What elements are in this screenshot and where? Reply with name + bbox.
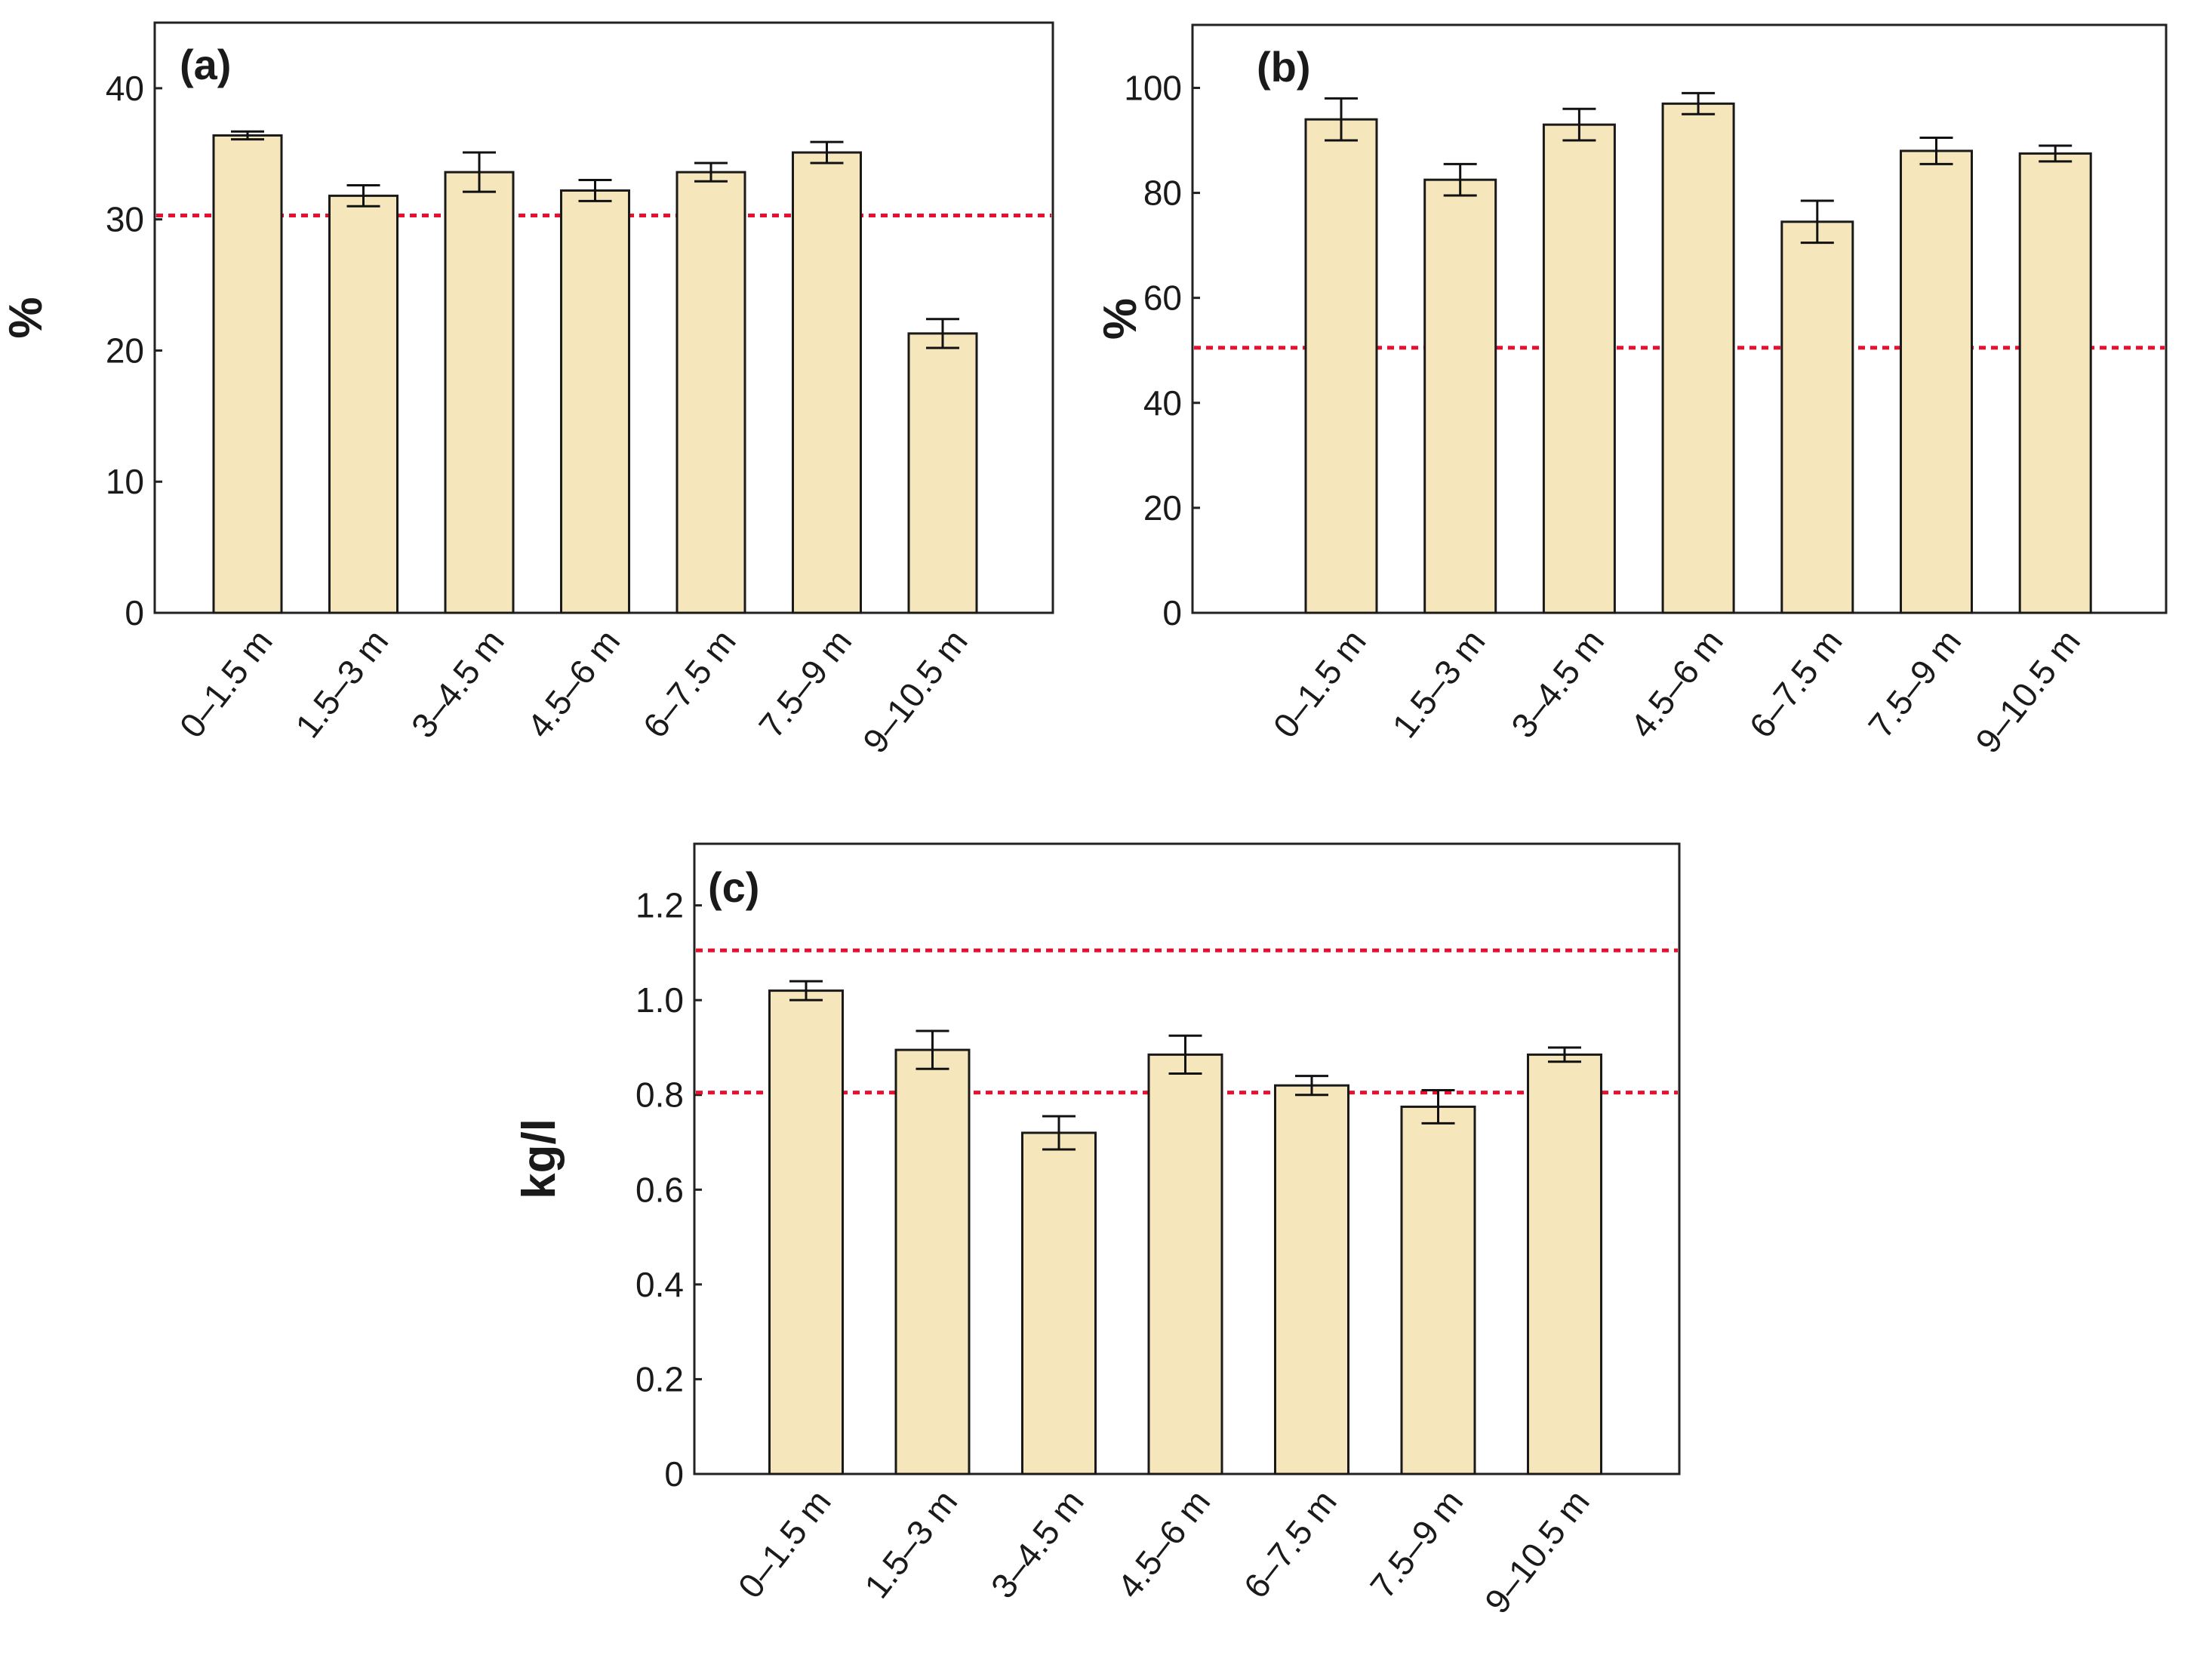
y-tick-label: 20 [1143,488,1182,528]
y-tick-label: 60 [1143,278,1182,318]
bar-7 [907,332,978,614]
bar-5 [1780,220,1854,614]
bar-7 [2018,152,2092,614]
x-category-label: 4.5–6 m [519,622,627,745]
bar-3 [1542,123,1616,614]
bar-2 [328,194,399,614]
bar-5 [675,171,746,614]
x-category-label: 9–10.5 m [1477,1482,1597,1620]
x-category-label: 6–7.5 m [1741,622,1849,745]
y-tick-label: 80 [1143,174,1182,213]
x-category-label: 4.5–6 m [1623,622,1731,745]
y-tick-label: 0 [664,1454,684,1494]
x-category-label: 0–1.5 m [731,1482,839,1605]
x-category-label: 6–7.5 m [1236,1482,1344,1605]
x-category-label: 1.5–3 m [857,1482,965,1605]
chart-panel-a: 0 10 20 30 40 0–1.5 m 1.5–3 m 3–4.5 m 4.5–6 m 6–7… [0,21,1054,760]
y-tick-label: 20 [106,331,144,370]
x-category-label: 3–4.5 m [404,622,512,745]
x-category-label: 6–7.5 m [635,622,743,745]
bar-4 [1147,1053,1223,1475]
y-tick-label: 0.8 [635,1075,684,1115]
bar-6 [1400,1105,1476,1475]
x-category-label: 7.5–9 m [751,622,859,745]
bar-2 [894,1048,971,1475]
x-category-label: 7.5–9 m [1860,622,1968,745]
x-category-label: 9–10.5 m [1968,622,2088,760]
bar-1 [212,134,283,614]
bar-4 [1661,102,1735,614]
x-category-label: 1.5–3 m [288,622,395,745]
y-tick-label: 0.6 [635,1170,684,1209]
bar-3 [1021,1131,1097,1475]
x-category-label: 0–1.5 m [172,622,280,745]
bar-6 [1900,149,1973,614]
y-tick-label: 0.4 [635,1265,684,1304]
y-axis-label: % [1094,298,1146,340]
x-category-label: 4.5–6 m [1109,1482,1217,1605]
y-tick-label: 40 [1143,383,1182,423]
panel-label: (c) [708,863,759,911]
bar-4 [560,189,630,614]
x-category-label: 1.5–3 m [1384,622,1492,745]
bar-1 [1304,118,1378,614]
panel-label: (b) [1257,43,1311,91]
x-category-label: 9–10.5 m [855,622,975,760]
y-tick-label: 0 [1162,593,1182,632]
panel-label: (a) [180,41,231,88]
chart-panel-c: 0 0.2 0.4 0.6 0.8 1.0 1.2 0–1.5 m 1.5–3 m 3–4.5 m… [513,842,1681,1620]
y-tick-label: 10 [106,462,144,501]
bar-5 [1274,1084,1349,1475]
x-category-label: 7.5–9 m [1362,1482,1470,1605]
y-tick-label: 30 [106,200,144,239]
x-category-label: 3–4.5 m [983,1482,1091,1605]
chart-panel-b: 0 20 40 60 80 100 0–1.5 m 1.5–3 m 3–4.5 m 4.5–6 m… [1094,23,2168,760]
bar-2 [1423,178,1497,614]
y-tick-label: 0 [125,593,144,632]
bar-7 [1527,1053,1602,1475]
y-tick-label: 1.0 [635,980,684,1020]
x-category-label: 3–4.5 m [1503,622,1611,745]
bar-3 [444,171,515,614]
y-tick-label: 40 [106,69,144,108]
bar-1 [768,989,844,1475]
y-tick-label: 0.2 [635,1359,684,1398]
bar-6 [792,151,862,614]
y-tick-label: 1.2 [635,886,684,925]
x-category-label: 0–1.5 m [1266,622,1374,745]
y-tick-label: 100 [1124,68,1182,107]
y-axis-label: % [0,297,52,338]
y-axis-label: kg/l [513,1118,565,1199]
